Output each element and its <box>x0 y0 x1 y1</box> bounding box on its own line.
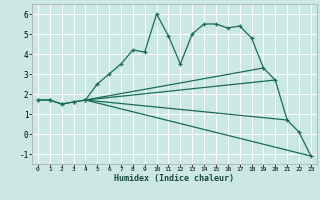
X-axis label: Humidex (Indice chaleur): Humidex (Indice chaleur) <box>115 174 234 183</box>
